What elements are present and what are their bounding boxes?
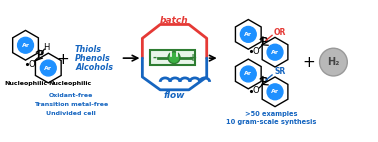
Text: H₂: H₂ — [327, 57, 339, 67]
Text: O: O — [28, 60, 35, 69]
Text: OR: OR — [274, 28, 287, 37]
Text: Thiols: Thiols — [75, 45, 102, 54]
Polygon shape — [262, 77, 288, 107]
Text: Ar: Ar — [244, 32, 252, 37]
Text: Ar: Ar — [271, 50, 279, 55]
Text: +: + — [57, 52, 70, 67]
Text: H: H — [43, 43, 50, 52]
Circle shape — [267, 84, 283, 100]
Text: Nucleophilic: Nucleophilic — [48, 81, 92, 86]
Text: O: O — [253, 47, 260, 56]
Text: Oxidant-free: Oxidant-free — [49, 93, 93, 98]
Text: +: + — [189, 53, 197, 63]
Text: Alcohols: Alcohols — [75, 62, 113, 72]
Text: batch: batch — [160, 16, 188, 25]
Text: -: - — [152, 53, 156, 63]
Circle shape — [267, 44, 283, 60]
Polygon shape — [235, 59, 261, 89]
Text: +: + — [302, 55, 315, 70]
Text: SR: SR — [274, 67, 285, 77]
Circle shape — [240, 66, 256, 82]
Polygon shape — [262, 37, 288, 67]
Text: Ar: Ar — [22, 43, 29, 48]
Text: Nucleophilic: Nucleophilic — [4, 81, 47, 86]
Circle shape — [18, 37, 33, 53]
Text: Ar: Ar — [271, 89, 279, 94]
FancyBboxPatch shape — [150, 50, 195, 65]
Circle shape — [240, 26, 256, 42]
Text: Phenols: Phenols — [75, 54, 111, 63]
Text: flow: flow — [163, 91, 185, 100]
Text: O: O — [253, 86, 260, 95]
Text: P: P — [260, 77, 268, 87]
Circle shape — [40, 60, 56, 76]
Polygon shape — [235, 19, 261, 49]
Text: Transition metal-free: Transition metal-free — [34, 102, 108, 107]
Text: Ar: Ar — [44, 65, 52, 71]
Text: 10 gram-scale synthesis: 10 gram-scale synthesis — [226, 119, 316, 126]
Circle shape — [319, 48, 347, 76]
Polygon shape — [36, 53, 61, 83]
Text: P: P — [260, 37, 268, 47]
Text: >50 examples: >50 examples — [245, 111, 297, 117]
Circle shape — [168, 52, 180, 64]
Polygon shape — [12, 30, 39, 60]
Text: P: P — [36, 50, 43, 60]
Text: Ar: Ar — [244, 71, 252, 77]
Text: Undivided cell: Undivided cell — [46, 111, 96, 116]
